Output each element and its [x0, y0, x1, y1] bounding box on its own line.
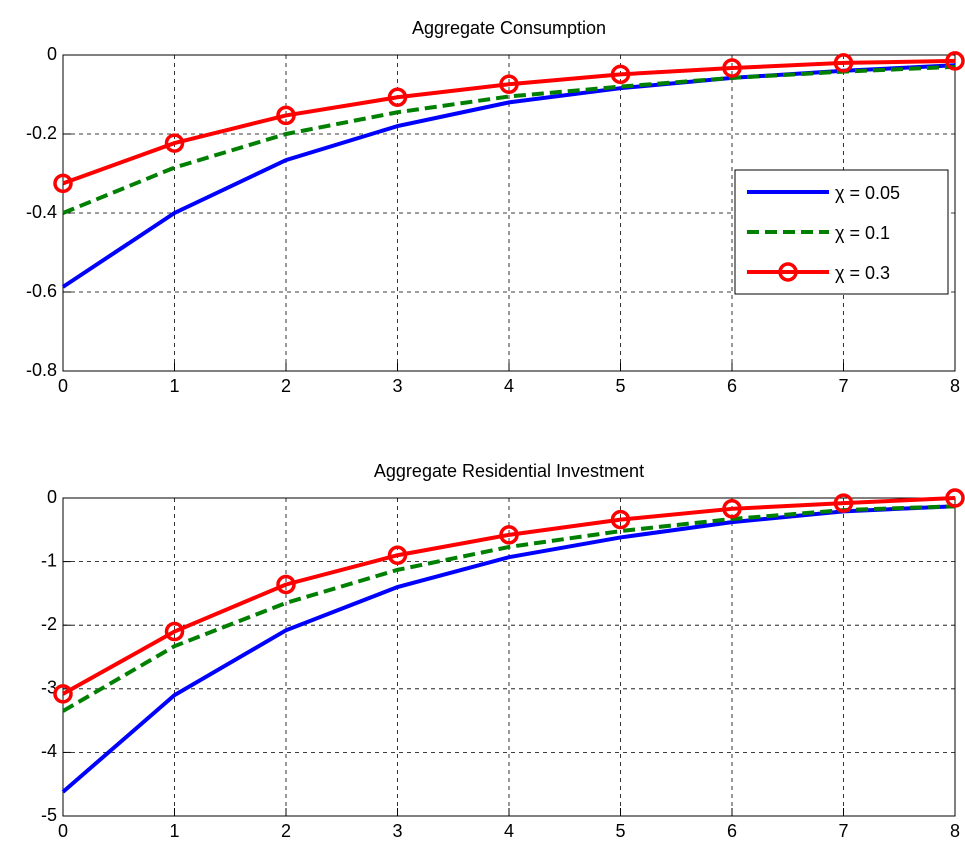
x-tick-label: 8 — [950, 376, 960, 396]
marker — [610, 64, 631, 85]
legend-marker — [778, 262, 798, 282]
axes-box — [62, 497, 956, 817]
y-tick-label: 0 — [47, 487, 57, 507]
legend-label: χ = 0.1 — [835, 223, 890, 243]
y-tick-label: 0 — [47, 44, 57, 64]
x-tick-label: 5 — [615, 821, 625, 841]
x-tick-label: 5 — [615, 376, 625, 396]
x-tick-label: 7 — [838, 821, 848, 841]
marker — [722, 58, 742, 78]
series-line — [62, 58, 956, 186]
y-tick-label: -4 — [41, 741, 57, 761]
marker — [499, 525, 519, 545]
marker — [610, 509, 631, 530]
marker — [722, 499, 742, 519]
x-tick-label: 8 — [950, 821, 960, 841]
marker — [276, 574, 296, 595]
marker — [164, 621, 185, 642]
y-tick-label: -0.4 — [26, 202, 57, 222]
series-line — [62, 496, 956, 696]
y-tick-label: -5 — [41, 805, 57, 825]
x-tick-label: 3 — [392, 821, 402, 841]
x-tick-label: 6 — [727, 821, 737, 841]
x-tick-label: 4 — [504, 821, 514, 841]
marker — [833, 53, 854, 73]
marker — [53, 684, 73, 704]
y-tick-label: -0.2 — [26, 123, 57, 143]
x-tick-label: 6 — [727, 376, 737, 396]
marker — [276, 105, 296, 126]
y-tick-label: -3 — [41, 678, 57, 698]
x-tick-label: 2 — [281, 821, 291, 841]
x-tick-label: 7 — [838, 376, 848, 396]
x-tick-label: 1 — [169, 376, 179, 396]
marker — [945, 51, 965, 71]
x-tick-label: 3 — [392, 376, 402, 396]
x-tick-label: 0 — [58, 821, 68, 841]
y-tick-label: -0.8 — [26, 360, 57, 380]
x-tick-label: 1 — [169, 821, 179, 841]
x-tick-label: 4 — [504, 376, 514, 396]
chart-title: Aggregate Residential Investment — [374, 461, 644, 481]
y-tick-label: -0.6 — [26, 281, 57, 301]
marker — [53, 173, 73, 194]
x-tick-label: 0 — [58, 376, 68, 396]
x-tick-label: 2 — [281, 376, 291, 396]
marker — [387, 87, 408, 108]
marker — [164, 133, 185, 153]
chart-title: Aggregate Consumption — [412, 18, 606, 38]
marker — [945, 488, 965, 508]
y-tick-label: -2 — [41, 614, 57, 634]
legend-label: χ = 0.05 — [835, 183, 900, 203]
y-tick-label: -1 — [41, 550, 57, 570]
marker — [499, 74, 519, 94]
series-line — [62, 64, 956, 215]
marker — [833, 493, 854, 513]
marker — [387, 545, 408, 565]
series-line — [61, 504, 956, 713]
legend-label: χ = 0.3 — [835, 263, 890, 283]
